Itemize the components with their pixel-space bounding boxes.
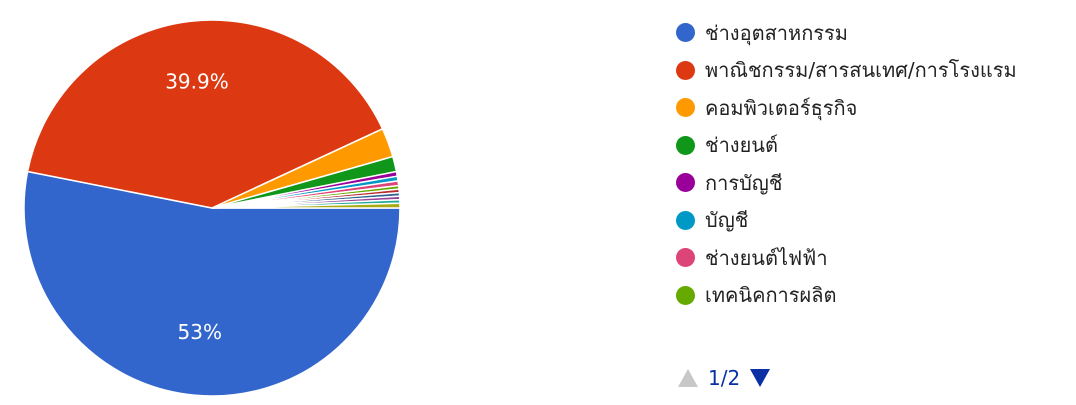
legend-swatch-icon [676, 23, 695, 43]
pie-chart: 53% 39.9% [23, 19, 401, 397]
pie-slice-12[interactable] [211, 202, 401, 209]
legend: ช่างอุตสาหกรรมพาณิชกรรม/สารสนเทศ/การโรงแ… [676, 14, 1066, 314]
previous-page-icon [678, 369, 698, 387]
slice-percent-label: 39.9% [165, 69, 229, 93]
slice-percent-label: 53% [178, 320, 222, 344]
legend-label: การบัญชี [705, 170, 783, 195]
legend-label: บัญชี [705, 208, 749, 233]
legend-swatch-icon [676, 210, 695, 230]
pie-slice-1[interactable] [26, 19, 384, 209]
legend-swatch-icon [676, 285, 695, 305]
legend-swatch-icon [676, 98, 695, 118]
legend-swatch-icon [676, 60, 695, 80]
legend-label: ช่างอุตสาหกรรม [705, 20, 848, 45]
next-page-icon[interactable] [750, 369, 771, 387]
legend-swatch-icon [676, 248, 695, 268]
legend-label: เทคนิคการผลิต [705, 283, 837, 308]
legend-item[interactable]: การบัญชี [676, 164, 1066, 202]
legend-pager: 1/2 [678, 366, 771, 390]
legend-item[interactable]: เทคนิคการผลิต [676, 277, 1066, 315]
page-indicator: 1/2 [708, 366, 741, 390]
legend-swatch-icon [676, 135, 695, 155]
legend-label: คอมพิวเตอร์ธุรกิจ [705, 95, 858, 120]
legend-item[interactable]: คอมพิวเตอร์ธุรกิจ [676, 89, 1066, 127]
legend-swatch-icon [676, 173, 695, 193]
legend-label: พาณิชกรรม/สารสนเทศ/การโรงแรม [705, 58, 1017, 83]
legend-item[interactable]: ช่างยนต์ [676, 127, 1066, 165]
legend-label: ช่างยนต์ [705, 133, 778, 158]
legend-item[interactable]: พาณิชกรรม/สารสนเทศ/การโรงแรม [676, 52, 1066, 90]
legend-item[interactable]: ช่างยนต์ไฟฟ้า [676, 239, 1066, 277]
legend-item[interactable]: บัญชี [676, 202, 1066, 240]
legend-item[interactable]: ช่างอุตสาหกรรม [676, 14, 1066, 52]
legend-label: ช่างยนต์ไฟฟ้า [705, 245, 828, 270]
pie-slice-0[interactable] [23, 170, 401, 397]
